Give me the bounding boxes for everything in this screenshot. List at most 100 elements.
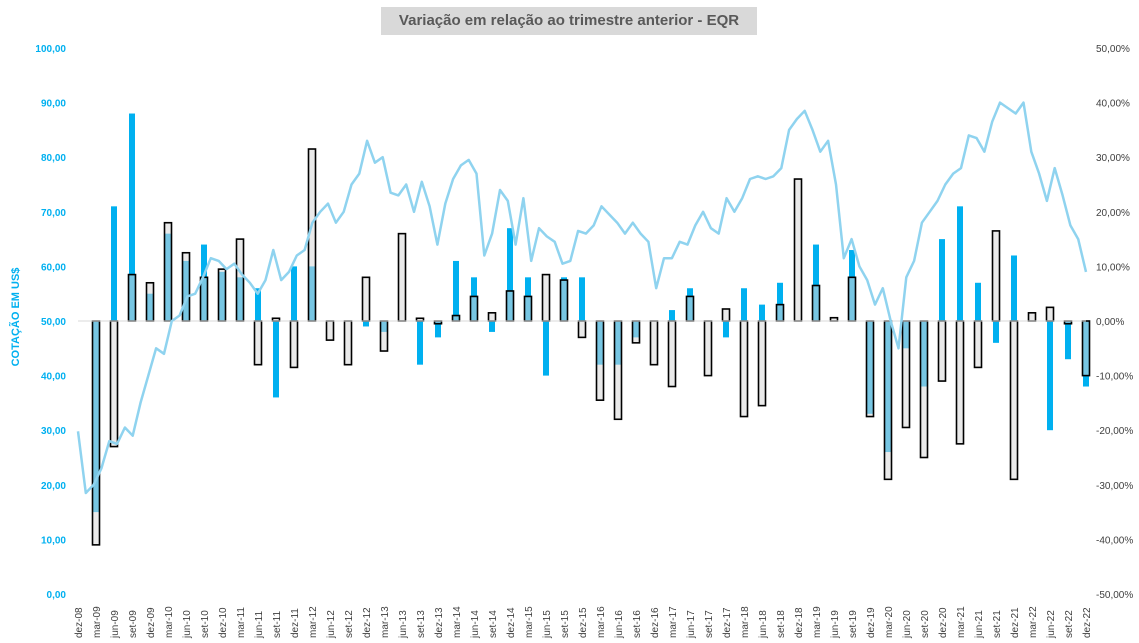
gray-bar <box>145 281 155 322</box>
left-tick-label: 40,00 <box>41 372 66 383</box>
x-tick-label: mar-13 <box>380 606 391 638</box>
x-tick-label: jun-11 <box>254 611 265 639</box>
right-tick-label: 20,00% <box>1096 208 1130 219</box>
x-tick-label: set-21 <box>992 610 1003 638</box>
blue-bar <box>939 239 945 321</box>
blue-bar <box>1065 321 1071 360</box>
left-tick-label: 50,00 <box>41 317 66 328</box>
blue-bar <box>759 304 765 321</box>
price-line <box>76 101 1088 495</box>
right-tick-label: 0,00% <box>1096 317 1124 328</box>
left-axis-ticks: 0,00 10,00 20,00 30,00 40,00 50,00 60,00 70,00 8… <box>35 44 66 601</box>
gray-bar <box>577 320 587 339</box>
gray-bar <box>919 320 929 459</box>
gray-bar <box>487 312 497 322</box>
left-tick-label: 20,00 <box>41 481 66 492</box>
blue-bar <box>777 282 783 321</box>
gray-bar <box>289 320 299 369</box>
gray-bar <box>991 230 1001 322</box>
blue-bar <box>723 321 729 338</box>
gray-bar <box>325 320 335 341</box>
x-tick-label: mar-18 <box>740 606 751 638</box>
gray-bar <box>469 295 479 322</box>
blue-bar <box>669 310 675 321</box>
x-tick-label: mar-10 <box>164 606 175 638</box>
x-tick-label: set-15 <box>560 610 571 638</box>
x-tick-label: jun-16 <box>614 610 625 639</box>
x-tick-label: set-20 <box>920 610 931 638</box>
right-axis-ticks: -50,00% -40,00% -30,00% -20,00% -10,00% 0,00%… <box>1096 44 1133 601</box>
x-tick-label: dez-21 <box>1010 607 1021 638</box>
gray-bar <box>631 320 641 344</box>
x-tick-label: jun-13 <box>398 610 409 639</box>
x-tick-label: dez-17 <box>722 607 733 638</box>
gray-bar <box>1027 312 1037 322</box>
right-tick-label: 10,00% <box>1096 262 1130 273</box>
x-tick-label: set-12 <box>344 610 355 638</box>
x-tick-label: jun-20 <box>902 610 913 639</box>
gray-bar <box>217 268 227 322</box>
gray-bar <box>703 320 713 377</box>
gray-bar <box>613 320 623 421</box>
x-tick-label: set-18 <box>776 610 787 638</box>
right-tick-label: 30,00% <box>1096 153 1130 164</box>
x-tick-label: mar-14 <box>452 606 463 638</box>
x-tick-label: dez-19 <box>866 607 877 638</box>
gray-bar <box>505 290 515 322</box>
gray-bar <box>109 320 119 448</box>
blue-bar <box>507 228 513 321</box>
gray-bar <box>883 320 893 481</box>
gray-bar <box>811 284 821 322</box>
gray-bar <box>253 320 263 366</box>
gray-bar <box>973 320 983 369</box>
gray-bar <box>865 320 875 418</box>
gray-bar <box>181 251 191 322</box>
gray-bar <box>397 232 407 322</box>
blue-bar <box>993 321 999 343</box>
chart-title-background <box>381 7 757 35</box>
x-tick-label: set-10 <box>200 610 211 638</box>
x-tick-label: dez-09 <box>146 607 157 638</box>
right-tick-label: -30,00% <box>1096 481 1133 492</box>
x-tick-label: jun-17 <box>686 610 697 639</box>
right-tick-label: 40,00% <box>1096 99 1130 110</box>
gray-bar-series <box>91 148 1091 546</box>
gray-bar <box>595 320 605 401</box>
x-tick-label: dez-13 <box>434 607 445 638</box>
x-tick-label: mar-16 <box>596 606 607 638</box>
x-tick-label: dez-18 <box>794 607 805 638</box>
right-tick-label: -50,00% <box>1096 590 1133 601</box>
x-tick-label: mar-21 <box>956 606 967 638</box>
x-tick-label: jun-21 <box>974 610 985 639</box>
blue-bar <box>255 288 261 321</box>
x-tick-label: jun-09 <box>110 610 121 639</box>
x-tick-label: dez-12 <box>362 607 373 638</box>
blue-bar <box>579 277 585 321</box>
x-tick-label: jun-10 <box>182 610 193 639</box>
left-tick-label: 0,00 <box>47 590 67 601</box>
right-tick-label: -20,00% <box>1096 426 1133 437</box>
x-tick-label: set-22 <box>1064 610 1075 638</box>
left-tick-label: 70,00 <box>41 208 66 219</box>
x-tick-label: set-17 <box>704 610 715 638</box>
x-tick-label: jun-12 <box>326 610 337 639</box>
x-tick-label: set-19 <box>848 610 859 638</box>
blue-bar <box>741 288 747 321</box>
x-tick-label: dez-08 <box>74 607 85 638</box>
blue-bar <box>435 321 441 338</box>
gray-bar <box>847 276 857 322</box>
blue-bar <box>975 282 981 321</box>
gray-bar <box>91 320 101 546</box>
x-tick-label: jun-15 <box>542 610 553 639</box>
x-tick-label: jun-18 <box>758 610 769 639</box>
blue-bar <box>291 266 297 321</box>
gray-bar <box>451 314 461 322</box>
x-tick-label: mar-17 <box>668 606 679 638</box>
x-tick-label: dez-15 <box>578 607 589 638</box>
left-tick-label: 60,00 <box>41 262 66 273</box>
x-tick-label: jun-19 <box>830 610 841 639</box>
x-tick-label: set-09 <box>128 610 139 638</box>
x-tick-label: set-14 <box>488 610 499 638</box>
gray-bar <box>199 276 209 322</box>
gray-bar <box>721 308 731 322</box>
